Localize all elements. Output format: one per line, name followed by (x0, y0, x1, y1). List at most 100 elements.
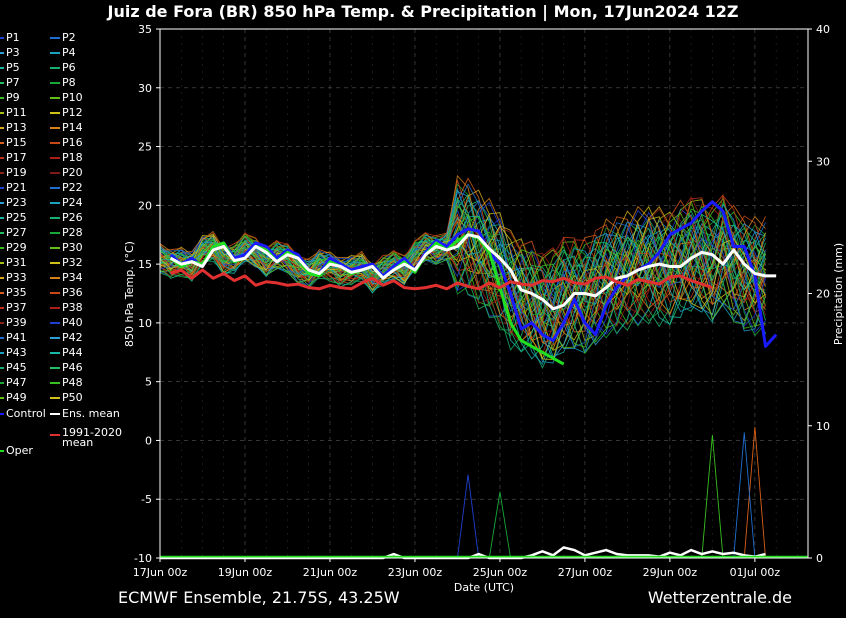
series-1991-2020-mean (170, 268, 713, 291)
y-tick-label: 35 (138, 23, 152, 36)
legend-label: P50 (62, 391, 83, 404)
legend-item-p45: P45 (0, 361, 27, 374)
legend-item-p11: P11 (0, 106, 27, 119)
legend-swatch (0, 367, 4, 369)
y-tick-label: -10 (134, 552, 152, 565)
legend-swatch (0, 277, 4, 279)
legend-swatch (0, 202, 4, 204)
legend-item-p33: P33 (0, 271, 27, 284)
x-tick-label: 29Jun 00z (643, 566, 698, 579)
y-tick-label: 5 (145, 376, 152, 389)
precip-member-line (160, 474, 766, 559)
legend-swatch (50, 292, 60, 294)
legend-label: P18 (62, 151, 83, 164)
legend-swatch (0, 172, 4, 174)
x-tick-label: 27Jun 00z (558, 566, 613, 579)
legend-item-p28: P28 (50, 226, 83, 239)
legend-item-p36: P36 (50, 286, 83, 299)
legend-label: P12 (62, 106, 83, 119)
legend-swatch (0, 232, 4, 234)
legend-label: P44 (62, 346, 83, 359)
site-credit: Wetterzentrale.de (647, 588, 792, 607)
legend-item-p20: P20 (50, 166, 83, 179)
legend-label: 1991-2020 mean (62, 426, 122, 449)
y-axis-label: 850 hPa Temp. (°C) (123, 241, 136, 347)
legend-label: P6 (62, 61, 76, 74)
precip-member-line (160, 427, 766, 559)
legend-label: Ens. mean (62, 407, 120, 420)
legend-label: P42 (62, 331, 83, 344)
legend-swatch (50, 322, 60, 324)
legend-item-p13: P13 (0, 121, 27, 134)
legend-label: P49 (6, 391, 27, 404)
legend-label: P24 (62, 196, 83, 209)
legend-item-p32: P32 (50, 256, 83, 269)
legend-item-p43: P43 (0, 346, 27, 359)
legend-item-p9: P9 (0, 91, 20, 104)
legend-label: P8 (62, 76, 76, 89)
legend-swatch (0, 337, 4, 339)
legend-label: P29 (6, 241, 27, 254)
legend-swatch (50, 127, 60, 129)
x-tick-label: 25Jun 00z (473, 566, 528, 579)
legend-swatch (50, 262, 60, 264)
legend-label: P13 (6, 121, 27, 134)
legend-label: P19 (6, 166, 27, 179)
legend-label: P26 (62, 211, 83, 224)
legend-item-p6: P6 (50, 61, 76, 74)
legend-swatch (0, 187, 4, 189)
y2-tick-label: 30 (816, 155, 830, 168)
x-tick-label: 21Jun 00z (303, 566, 358, 579)
legend-label: P5 (6, 61, 20, 74)
y-tick-label: 30 (138, 82, 152, 95)
legend-label: P10 (62, 91, 83, 104)
y-tick-label: 0 (145, 434, 152, 447)
model-info: ECMWF Ensemble, 21.75S, 43.25W (118, 588, 400, 607)
x-tick-label: 17Jun 00z (133, 566, 188, 579)
legend-item-p31: P31 (0, 256, 27, 269)
y2-axis-label: Precipitation (mm) (832, 243, 845, 345)
legend-item-p22: P22 (50, 181, 83, 194)
y2-axis-ticks: 0 10 20 30 40 (808, 23, 830, 565)
legend-label: P32 (62, 256, 83, 269)
precip-member-line (160, 432, 766, 559)
legend-swatch (50, 397, 60, 399)
legend-label: P35 (6, 286, 27, 299)
legend-label: P15 (6, 136, 27, 149)
legend-swatch (0, 157, 4, 159)
legend-swatch (0, 112, 4, 114)
legend-item-p21: P21 (0, 181, 27, 194)
legend-swatch (0, 382, 4, 384)
y-tick-label: -5 (141, 493, 152, 506)
legend-item-p41: P41 (0, 331, 27, 344)
legend-item-oper: Oper (0, 444, 33, 457)
legend-item-p26: P26 (50, 211, 83, 224)
legend-swatch (0, 37, 4, 39)
legend-swatch (0, 247, 4, 249)
x-tick-label: 01Jul 00z (730, 566, 781, 579)
x-axis-ticks: 17Jun 00z 19Jun 00z 21Jun 00z 23Jun 00z 25Ju… (133, 558, 781, 579)
legend-item-p50: P50 (50, 391, 83, 404)
legend-label: P2 (62, 31, 76, 44)
member-line (159, 224, 766, 331)
legend-swatch (0, 52, 4, 54)
y2-tick-label: 10 (816, 420, 830, 433)
legend-swatch (50, 232, 60, 234)
legend-label: P41 (6, 331, 27, 344)
legend-label: P14 (62, 121, 83, 134)
member-line (159, 194, 766, 355)
x-tick-label: 19Jun 00z (218, 566, 273, 579)
legend-label: P23 (6, 196, 27, 209)
legend-item-p12: P12 (50, 106, 83, 119)
legend-item-p15: P15 (0, 136, 27, 149)
legend-label: P27 (6, 226, 27, 239)
legend-swatch (50, 217, 60, 219)
legend-item-p10: P10 (50, 91, 83, 104)
legend-item-p38: P38 (50, 301, 83, 314)
legend-swatch (50, 97, 60, 99)
legend-item-p5: P5 (0, 61, 20, 74)
chart-title: Juiz de Fora (BR) 850 hPa Temp. & Precip… (107, 2, 739, 21)
member-line (159, 200, 766, 348)
legend-swatch (50, 172, 60, 174)
